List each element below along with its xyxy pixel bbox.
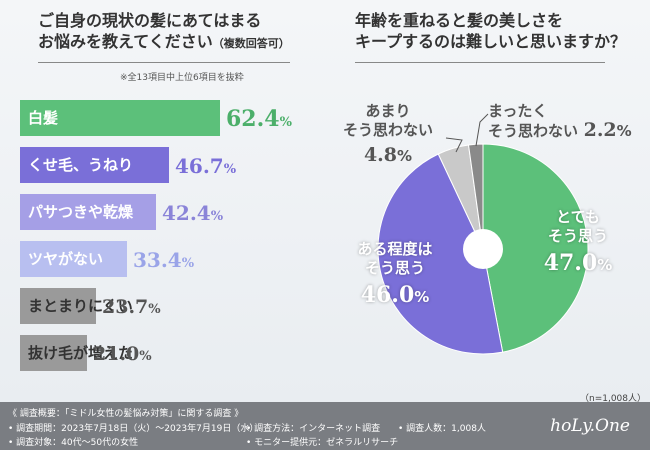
pie-title-line2: キープするのは難しいと思いますか？ [355,32,627,51]
bar-value-2: 42.4% [162,201,224,225]
bar-value-4: 23.7% [102,296,161,318]
footer-count: • 調査人数：1,008人 [398,424,486,434]
bar-title-line1: ご自身の現状の髪にあてはまる [38,11,262,30]
pie-label-0: とても そう思う 47.0% [543,208,613,276]
footer-period: • 調査期間：2023年7月18日（火）〜2023年7月19日（水） [8,424,259,434]
bar-0: 白髪 62.4% [20,100,292,136]
survey-footer: 《 調査概要：「ミドル女性の髪悩み対策」に関する調査 》 • 調査期間：2023… [0,402,650,450]
pie-leader-line-0 [445,137,463,153]
bar-value-5: 21.0% [93,343,152,365]
pie-slice-3 [467,143,484,250]
sample-size-note: （n=1,008人） [580,394,647,404]
bar-label-1: くせ毛、うねり [28,156,134,174]
bar-label-3: ツヤがない [28,250,104,268]
bar-2: パサつきや乾燥 42.4% [20,194,223,230]
bar-3: ツヤがない 33.4% [20,241,194,277]
bar-value-3: 33.4% [133,248,195,272]
pie-leader-line-1 [475,113,489,147]
brand-logo: hoLy.One [550,416,630,436]
bar-title-suffix: （複数回答可） [212,37,290,50]
pie-slice-1 [377,153,504,355]
pie-label-2: あまり そう思わない 4.8% [342,102,433,166]
pie-chart-title: 年齢を重ねると髪の美しさを キープするのは難しいと思いますか？ [355,10,645,52]
bar-5: 抜け毛が増えた 21.0% [20,335,152,371]
bar-label-5: 抜け毛が増えた [28,344,134,362]
footer-provider: • モニター提供元：ゼネラルリサーチ [246,438,399,448]
pie-title-line1: 年齢を重ねると髪の美しさを [355,11,564,30]
footer-method: • 調査方法：インターネット調査 [246,424,381,434]
pie-title-underline [355,62,605,63]
bar-title-line2: お悩みを教えてください [38,32,213,51]
bar-title-underline [38,62,290,63]
pie-slice-0 [482,143,589,353]
bar-label-0: 白髪 [28,109,59,127]
bar-label-4: まとまりにくい [28,297,133,315]
pie-label-1: ある程度は そう思う 46.0% [357,240,433,308]
footer-target: • 調査対象：40代〜50代の女性 [8,438,139,448]
bar-1: くせ毛、うねり 46.7% [20,147,236,183]
bar-chart-note: ※全13項目中上位6項目を抜粋 [120,73,244,83]
bar-value-0: 62.4% [226,106,292,132]
bar-4: まとまりにくい 23.7% [20,288,161,324]
pie-center-hole [463,229,503,269]
bar-chart-title: ご自身の現状の髪にあてはまる お悩みを教えてください（複数回答可） [38,10,318,54]
footer-heading: 《 調査概要：「ミドル女性の髪悩み対策」に関する調査 》 [8,409,244,419]
bar-value-1: 46.7% [175,154,237,178]
pie-label-3: まったく そう思わない 2.2% [488,102,632,141]
bar-label-2: パサつきや乾燥 [28,203,134,221]
